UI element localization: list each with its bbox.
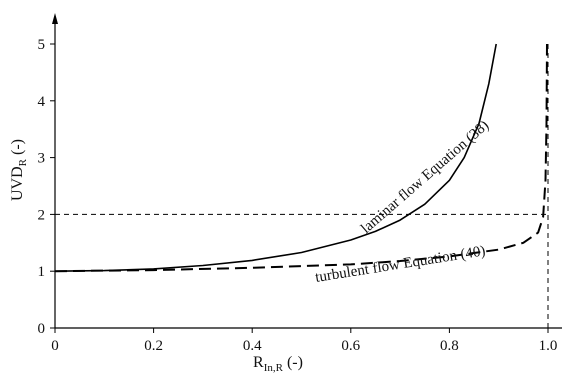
x-tick-label: 0.6	[341, 338, 360, 354]
axes	[52, 13, 562, 329]
x-tick-label: 0.8	[440, 338, 459, 354]
x-tick-label: 1.0	[539, 338, 558, 354]
turbulent-flow-line	[54, 43, 548, 273]
x-tick-label: 0.2	[144, 338, 163, 354]
laminar-flow-line	[54, 43, 497, 272]
ticks: 0 0.2 0.4 0.6 0.8 1.0 0 1 2 3 4 5	[38, 37, 558, 354]
series-lines	[54, 43, 548, 273]
y-tick-label: 2	[38, 207, 46, 223]
laminar-annotation: laminar flow Equation (38)	[358, 118, 492, 237]
y-tick-label: 3	[38, 151, 46, 167]
reference-lines	[55, 44, 549, 328]
y-tick-label: 4	[38, 94, 46, 110]
y-tick-label: 1	[38, 264, 46, 280]
turbulent-annotation: turbulent flow Equation (40)	[314, 243, 486, 286]
y-axis-arrow-icon	[52, 13, 58, 24]
y-tick-label: 5	[38, 37, 46, 53]
x-tick-label: 0	[51, 338, 59, 354]
x-tick-label: 0.4	[243, 338, 262, 354]
y-axis-label: UVDR (-)	[9, 139, 29, 201]
x-axis-label: RIn,R (-)	[253, 354, 303, 373]
y-tick-label: 0	[38, 321, 46, 337]
